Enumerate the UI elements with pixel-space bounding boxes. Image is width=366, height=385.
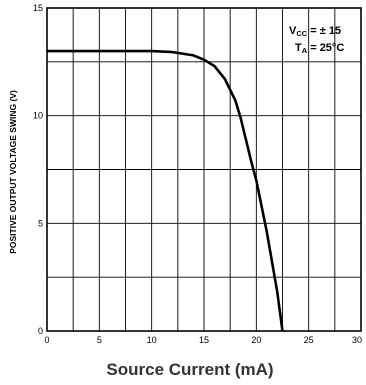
- y-axis-label: POSITIVE OUTPUT VOLTAGE SWING (V): [8, 90, 18, 254]
- ta-annotation: TA = 25°C: [295, 42, 344, 55]
- x-tick-label: 5: [97, 335, 102, 345]
- y-tick-label: 10: [33, 111, 43, 121]
- x-tick-label: 10: [147, 335, 157, 345]
- x-tick-label: 25: [304, 335, 314, 345]
- x-axis-ticks: 0 5 10 15 20 25 30: [44, 335, 362, 345]
- x-tick-label: 0: [44, 335, 49, 345]
- series-layer: [47, 49, 284, 332]
- y-tick-label: 15: [33, 3, 43, 13]
- plot-frame: [46, 7, 362, 332]
- y-tick-label: 0: [38, 326, 43, 336]
- y-axis-ticks: 0 5 10 15: [33, 3, 43, 336]
- x-tick-label: 15: [199, 335, 209, 345]
- grid: [47, 8, 361, 331]
- x-tick-label: 20: [251, 335, 261, 345]
- vcc-annotation: VCC = ± 15: [289, 25, 341, 38]
- series-line-0: [47, 49, 284, 332]
- x-axis-label: Source Current (mA): [106, 360, 273, 379]
- y-tick-label: 5: [38, 218, 43, 228]
- x-tick-label: 30: [352, 335, 362, 345]
